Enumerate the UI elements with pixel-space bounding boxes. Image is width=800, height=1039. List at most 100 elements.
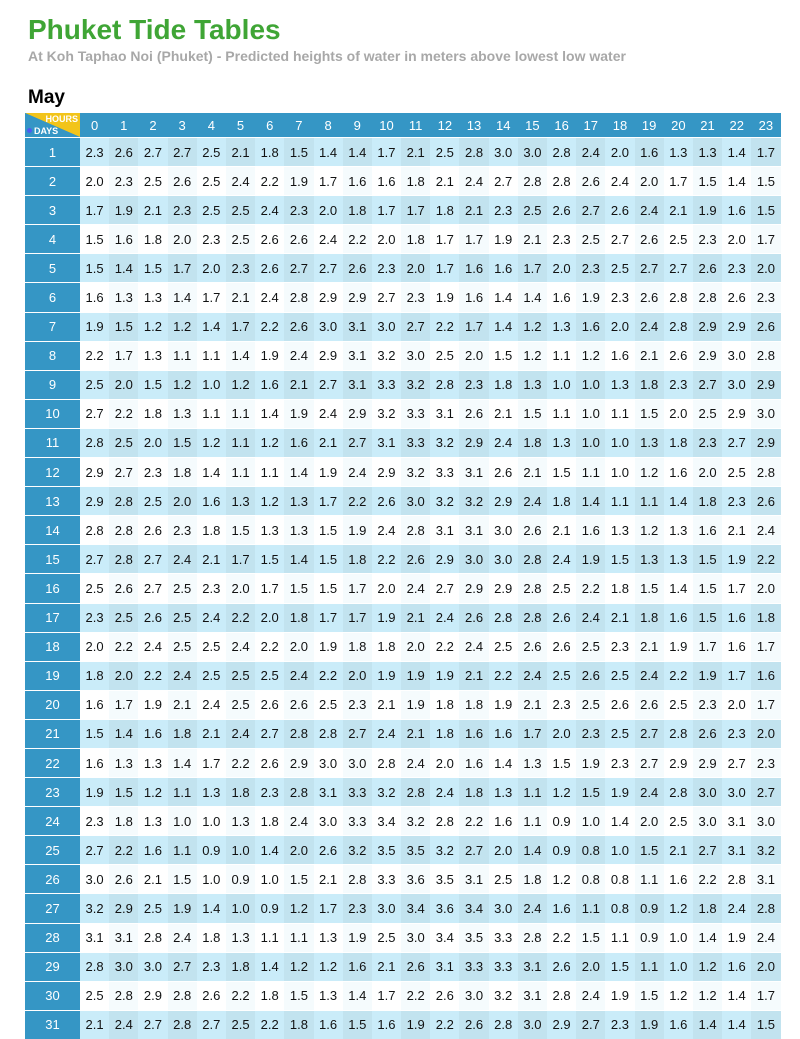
hour-header: 7 [284, 113, 314, 137]
tide-height-cell: 1.3 [634, 544, 664, 574]
tide-height-cell: 1.9 [576, 282, 606, 312]
tide-height-cell: 2.9 [109, 893, 139, 923]
tide-height-cell: 1.1 [576, 893, 606, 923]
tide-height-cell: 3.1 [751, 864, 781, 894]
tide-height-cell: 3.1 [342, 369, 372, 399]
tide-height-cell: 2.8 [284, 718, 314, 748]
tide-height-cell: 3.1 [722, 835, 752, 865]
tide-height-cell: 2.6 [255, 253, 285, 283]
tide-height-cell: 2.2 [225, 747, 256, 778]
tide-height-cell: 3.0 [401, 486, 431, 516]
day-number: 1 [25, 137, 80, 167]
tide-height-cell: 3.3 [488, 922, 518, 952]
tide-height-cell: 1.6 [80, 282, 110, 312]
tide-height-cell: 2.1 [488, 398, 518, 428]
tide-height-cell: 1.6 [459, 253, 489, 283]
tide-height-cell: 1.9 [488, 689, 518, 719]
tide-height-cell: 2.3 [605, 631, 635, 661]
tide-height-cell: 2.2 [109, 398, 139, 428]
tide-height-cell: 2.6 [196, 980, 226, 1010]
tide-height-cell: 2.8 [692, 282, 723, 312]
day-number: 9 [25, 369, 80, 399]
day-number: 4 [25, 224, 80, 254]
tide-height-cell: 2.0 [225, 573, 256, 603]
tide-height-cell: 1.3 [663, 544, 693, 574]
tide-height-cell: 2.9 [751, 369, 781, 399]
tide-height-cell: 2.4 [517, 486, 547, 516]
tide-height-cell: 1.7 [313, 486, 343, 516]
tide-height-cell: 3.1 [342, 340, 372, 370]
tide-height-cell: 2.5 [605, 253, 635, 283]
tide-height-cell: 2.6 [430, 980, 460, 1010]
tide-height-cell: 1.8 [80, 660, 110, 690]
tide-height-cell: 3.4 [371, 806, 402, 836]
tide-height-cell: 2.7 [576, 195, 606, 225]
tide-height-cell: 1.2 [547, 777, 577, 807]
tide-height-cell: 1.4 [196, 457, 226, 487]
day-row: 25 2.7 2.2 1.6 1.1 0.9 1.0 1.4 2.0 2.6 3.2 3.5 3.5 3.… [25, 835, 781, 865]
tide-height-cell: 1.9 [401, 1009, 431, 1039]
tide-height-cell: 1.9 [576, 544, 606, 574]
tide-height-cell: 2.7 [751, 777, 781, 807]
tide-height-cell: 1.4 [692, 1009, 723, 1039]
tide-height-cell: 2.0 [605, 311, 635, 341]
tide-height-cell: 1.8 [196, 515, 226, 545]
tide-height-cell: 2.5 [430, 340, 460, 370]
page-title: Phuket Tide Tables [28, 14, 281, 45]
tide-height-cell: 1.5 [634, 398, 664, 428]
tide-height-cell: 1.5 [342, 1009, 372, 1039]
tide-height-cell: 1.3 [138, 282, 168, 312]
tide-height-cell: 3.1 [459, 457, 489, 487]
tide-height-cell: 3.0 [459, 544, 489, 574]
tide-height-cell: 2.1 [284, 369, 314, 399]
tide-height-cell: 2.9 [663, 747, 693, 778]
tide-height-cell: 1.5 [692, 573, 723, 603]
tide-height-cell: 2.1 [663, 835, 693, 865]
tide-height-cell: 1.0 [255, 864, 285, 894]
tide-height-cell: 2.0 [313, 195, 343, 225]
tide-height-cell: 1.8 [517, 864, 547, 894]
tide-height-cell: 2.9 [547, 1009, 577, 1039]
tide-height-cell: 2.4 [225, 718, 256, 748]
tide-height-cell: 1.8 [488, 369, 518, 399]
tide-height-cell: 1.4 [488, 747, 518, 778]
tide-height-cell: 1.0 [547, 369, 577, 399]
tide-height-cell: 1.3 [225, 922, 256, 952]
tide-height-cell: 3.0 [722, 340, 752, 370]
tide-height-cell: 3.4 [401, 893, 431, 923]
hour-header: 5 [225, 113, 256, 137]
tide-height-cell: 3.3 [401, 427, 431, 458]
tide-height-cell: 1.1 [634, 951, 664, 981]
tide-height-cell: 1.5 [167, 427, 197, 458]
tide-height-cell: 2.4 [167, 544, 197, 574]
tide-height-cell: 2.9 [488, 573, 518, 603]
tide-height-cell: 1.5 [80, 224, 110, 254]
tide-height-cell: 2.1 [196, 544, 226, 574]
tide-height-cell: 1.1 [547, 340, 577, 370]
tide-height-cell: 2.3 [547, 224, 577, 254]
tide-height-cell: 1.4 [109, 253, 139, 283]
tide-height-cell: 2.7 [196, 1009, 226, 1039]
tide-height-cell: 1.6 [722, 195, 752, 225]
days-label: DAYS [34, 126, 59, 136]
tide-height-cell: 1.4 [517, 282, 547, 312]
hour-header: 9 [342, 113, 372, 137]
tide-height-cell: 3.0 [722, 369, 752, 399]
tide-height-cell: 2.8 [751, 457, 781, 487]
tide-height-cell: 1.1 [517, 777, 547, 807]
tide-height-cell: 2.9 [692, 340, 723, 370]
tide-height-cell: 3.2 [401, 457, 431, 487]
tide-height-cell: 1.7 [80, 195, 110, 225]
tide-height-cell: 2.9 [80, 457, 110, 487]
tide-height-cell: 1.1 [605, 398, 635, 428]
tide-height-cell: 1.7 [342, 573, 372, 603]
tide-height-cell: 1.2 [255, 486, 285, 516]
tide-height-cell: 1.7 [313, 166, 343, 196]
tide-height-cell: 2.4 [430, 777, 460, 807]
tide-height-cell: 2.6 [138, 602, 168, 632]
tide-height-cell: 1.4 [488, 282, 518, 312]
tide-height-cell: 2.3 [692, 224, 723, 254]
tide-height-cell: 1.1 [605, 922, 635, 952]
tide-height-cell: 2.7 [80, 398, 110, 428]
tide-height-cell: 1.8 [342, 544, 372, 574]
